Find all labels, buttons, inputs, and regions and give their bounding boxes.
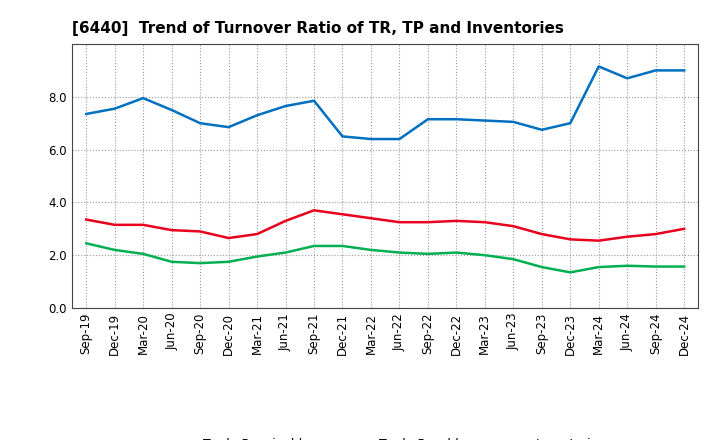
Trade Payables [395, 136, 404, 142]
Trade Payables [566, 121, 575, 126]
Trade Payables [480, 118, 489, 123]
Inventories [225, 259, 233, 264]
Trade Payables [82, 111, 91, 117]
Trade Receivables [566, 237, 575, 242]
Trade Receivables [310, 208, 318, 213]
Line: Trade Payables: Trade Payables [86, 66, 684, 139]
Trade Payables [110, 106, 119, 111]
Trade Payables [652, 68, 660, 73]
Trade Receivables [196, 229, 204, 234]
Inventories [509, 257, 518, 262]
Trade Payables [196, 121, 204, 126]
Trade Receivables [595, 238, 603, 243]
Trade Receivables [225, 235, 233, 241]
Legend: Trade Receivables, Trade Payables, Inventories: Trade Receivables, Trade Payables, Inven… [161, 433, 610, 440]
Trade Receivables [537, 231, 546, 237]
Trade Payables [338, 134, 347, 139]
Trade Receivables [452, 218, 461, 224]
Trade Payables [282, 103, 290, 109]
Inventories [537, 264, 546, 270]
Trade Payables [537, 127, 546, 132]
Trade Payables [623, 76, 631, 81]
Trade Payables [509, 119, 518, 125]
Trade Receivables [82, 217, 91, 222]
Inventories [623, 263, 631, 268]
Inventories [452, 250, 461, 255]
Trade Payables [452, 117, 461, 122]
Inventories [110, 247, 119, 253]
Trade Payables [167, 107, 176, 113]
Trade Receivables [110, 222, 119, 227]
Trade Payables [366, 136, 375, 142]
Trade Receivables [338, 212, 347, 217]
Inventories [82, 241, 91, 246]
Inventories [595, 264, 603, 270]
Trade Payables [680, 68, 688, 73]
Trade Payables [423, 117, 432, 122]
Inventories [395, 250, 404, 255]
Trade Payables [225, 125, 233, 130]
Inventories [196, 260, 204, 266]
Line: Trade Receivables: Trade Receivables [86, 210, 684, 241]
Trade Receivables [139, 222, 148, 227]
Trade Receivables [395, 220, 404, 225]
Trade Receivables [623, 234, 631, 239]
Trade Receivables [423, 220, 432, 225]
Trade Payables [595, 64, 603, 69]
Inventories [680, 264, 688, 269]
Inventories [338, 243, 347, 249]
Trade Payables [310, 98, 318, 103]
Trade Receivables [652, 231, 660, 237]
Trade Receivables [480, 220, 489, 225]
Inventories [282, 250, 290, 255]
Inventories [167, 259, 176, 264]
Trade Receivables [509, 224, 518, 229]
Trade Receivables [167, 227, 176, 233]
Trade Receivables [366, 216, 375, 221]
Inventories [566, 270, 575, 275]
Text: [6440]  Trend of Turnover Ratio of TR, TP and Inventories: [6440] Trend of Turnover Ratio of TR, TP… [72, 21, 564, 36]
Inventories [652, 264, 660, 269]
Trade Payables [253, 113, 261, 118]
Inventories [253, 254, 261, 259]
Trade Receivables [282, 218, 290, 224]
Inventories [423, 251, 432, 257]
Inventories [310, 243, 318, 249]
Inventories [139, 251, 148, 257]
Inventories [480, 253, 489, 258]
Trade Receivables [253, 231, 261, 237]
Line: Inventories: Inventories [86, 243, 684, 272]
Inventories [366, 247, 375, 253]
Trade Receivables [680, 226, 688, 231]
Trade Payables [139, 95, 148, 101]
